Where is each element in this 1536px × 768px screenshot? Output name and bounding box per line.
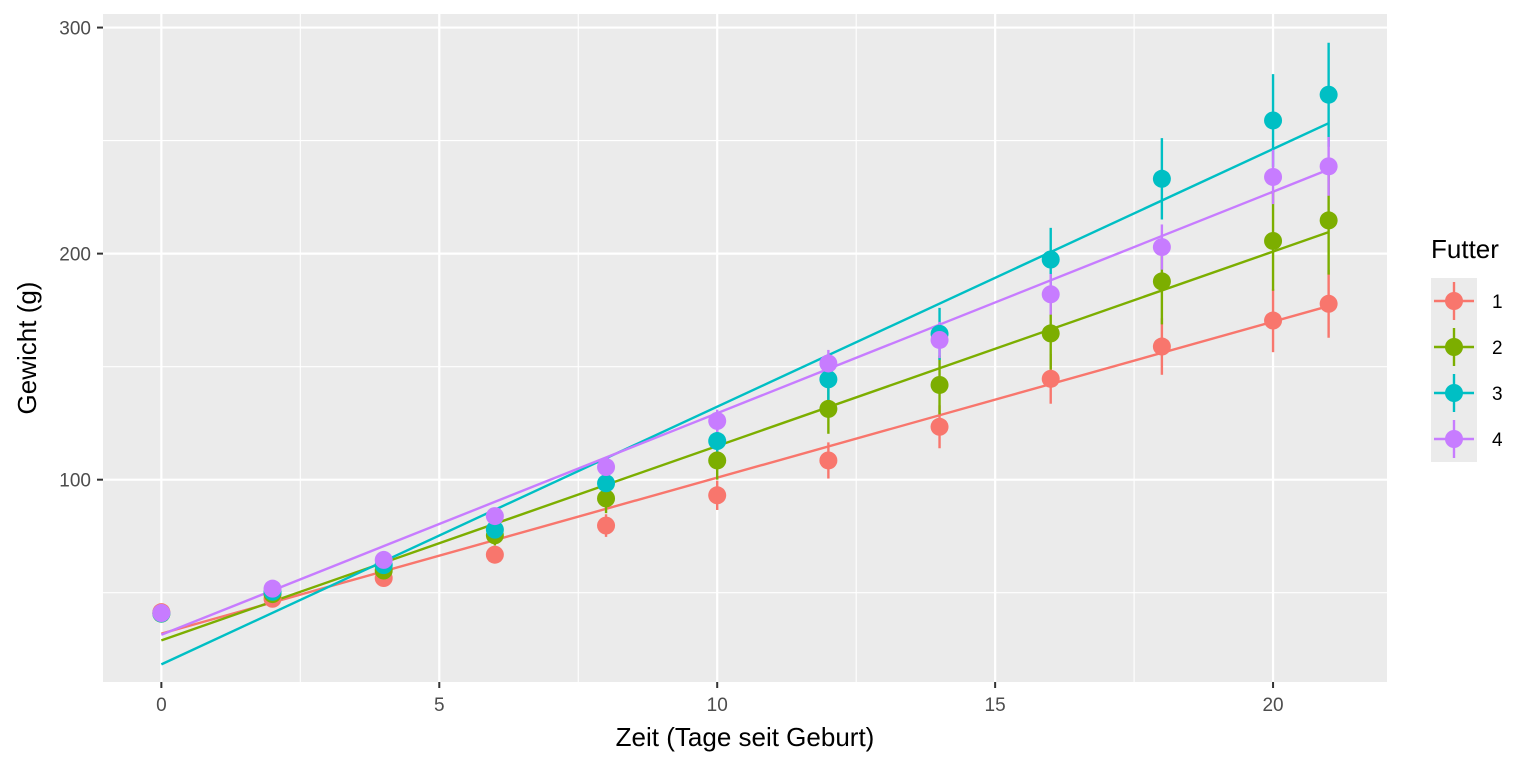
legend-label-2: 2 <box>1492 338 1503 359</box>
point-series-4 <box>1152 238 1171 257</box>
fit-line-series-1 <box>161 304 1329 635</box>
point-series-4 <box>263 579 282 598</box>
legend-items: 1 2 3 4 <box>1434 282 1503 458</box>
point-series-1 <box>1152 337 1171 356</box>
point-series-4 <box>1041 285 1060 304</box>
y-tick-label: 300 <box>59 19 91 40</box>
point-series-1 <box>819 451 838 470</box>
point-series-1 <box>1264 311 1283 330</box>
point-series-1 <box>930 417 949 436</box>
point-series-3 <box>485 520 504 539</box>
point-series-3 <box>1041 250 1060 269</box>
legend-key-point-2 <box>1445 338 1463 356</box>
legend-label-3: 3 <box>1492 384 1503 405</box>
point-series-4 <box>1264 167 1283 186</box>
point-series-3 <box>1319 85 1338 104</box>
point-series-4 <box>152 604 171 623</box>
legend-label-1: 1 <box>1492 292 1503 313</box>
legend-key-point-1 <box>1445 292 1463 310</box>
minor-grid <box>103 14 1387 682</box>
y-tick-label: 200 <box>59 245 91 266</box>
data-points <box>152 85 1338 623</box>
point-series-2 <box>1264 231 1283 250</box>
legend-key-point-3 <box>1445 384 1463 402</box>
point-series-2 <box>597 489 616 508</box>
point-series-3 <box>1152 169 1171 188</box>
x-tick-label: 0 <box>156 695 167 716</box>
x-axis: 0 5 10 15 20 <box>156 682 1284 716</box>
fit-line-series-2 <box>160 231 1330 642</box>
x-tick-label: 15 <box>985 695 1006 716</box>
x-tick-label: 10 <box>707 695 728 716</box>
legend-label-4: 4 <box>1492 430 1503 451</box>
point-series-4 <box>597 458 616 477</box>
x-tick-label: 5 <box>434 695 445 716</box>
point-series-1 <box>485 545 504 564</box>
y-axis-title: Gewicht (g) <box>12 282 42 415</box>
point-series-2 <box>819 399 838 418</box>
point-series-3 <box>1264 111 1283 130</box>
point-series-3 <box>708 432 727 451</box>
y-axis: 100 200 300 <box>59 19 103 492</box>
legend-key-point-4 <box>1445 430 1463 448</box>
point-series-3 <box>819 370 838 389</box>
point-series-1 <box>597 516 616 535</box>
point-series-2 <box>930 375 949 394</box>
point-series-1 <box>1041 369 1060 388</box>
point-series-4 <box>374 550 393 569</box>
fit-line-series-4 <box>160 168 1330 636</box>
point-series-4 <box>708 411 727 430</box>
fit-line-series-3 <box>160 122 1330 666</box>
point-series-2 <box>1319 211 1338 230</box>
x-tick-label: 20 <box>1262 695 1283 716</box>
point-series-4 <box>930 330 949 349</box>
point-series-4 <box>485 507 504 526</box>
point-series-3 <box>597 474 616 493</box>
legend: Futter 1 2 3 4 <box>1431 234 1503 462</box>
x-axis-title: Zeit (Tage seit Geburt) <box>616 722 875 752</box>
point-series-2 <box>708 451 727 470</box>
point-series-2 <box>1152 272 1171 291</box>
point-series-2 <box>1041 324 1060 343</box>
point-series-4 <box>819 354 838 373</box>
point-series-1 <box>1319 294 1338 313</box>
legend-title: Futter <box>1431 234 1499 264</box>
regression-lines <box>160 122 1330 666</box>
plot-panel <box>103 14 1387 682</box>
point-series-4 <box>1319 157 1338 176</box>
y-tick-label: 100 <box>59 471 91 492</box>
point-series-1 <box>708 486 727 505</box>
